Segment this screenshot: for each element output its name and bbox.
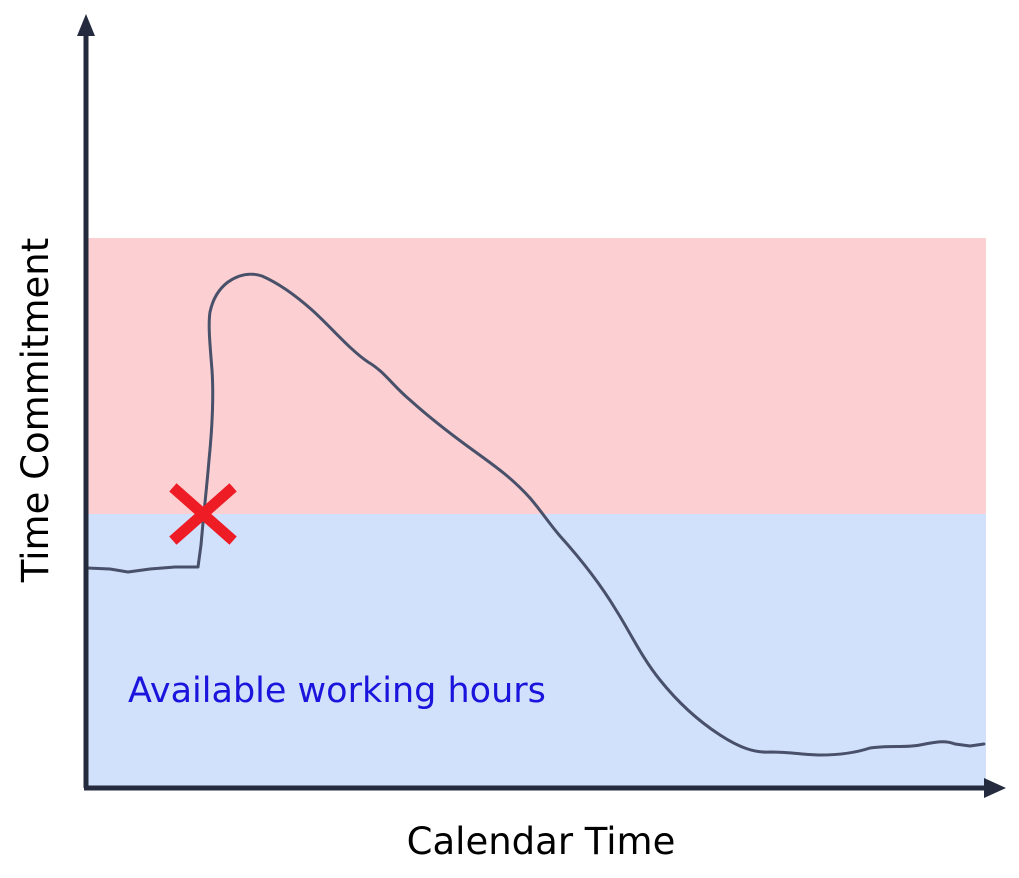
available-hours-zone <box>86 514 986 786</box>
available-hours-label: Available working hours <box>128 671 546 711</box>
y-axis-arrow-icon <box>77 14 95 36</box>
x-axis-label: Calendar Time <box>407 820 676 863</box>
x-mark-icon <box>169 483 237 545</box>
x-axis-arrow-icon <box>984 778 1006 798</box>
over-capacity-zone <box>86 238 986 514</box>
x-mark-stroke <box>169 483 237 545</box>
y-axis-label: Time Commitment <box>14 238 57 583</box>
workload-curve <box>85 272 986 757</box>
